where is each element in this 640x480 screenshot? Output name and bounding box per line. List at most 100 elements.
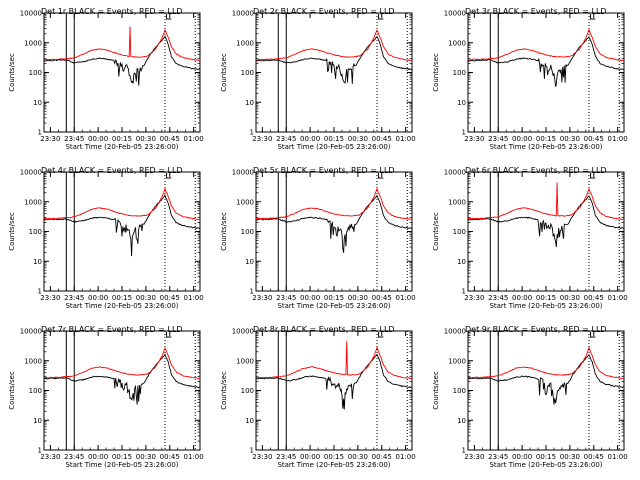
y-axis-label: Counts/sec (8, 371, 16, 410)
x-tick-label: 23:30 (40, 135, 60, 143)
x-tick-label: 00:30 (136, 294, 156, 302)
y-tick-label: 10000 (232, 328, 254, 336)
x-tick-label: 00:45 (372, 135, 392, 143)
x-tick-label: 00:00 (300, 294, 320, 302)
panel-det-2: Det 2r BLACK = Events, RED = LLD 1 10 100 10… (220, 7, 416, 151)
y-tick-label: 10000 (444, 169, 466, 177)
x-tick-label: 01:00 (608, 135, 628, 143)
y-tick-label: 10 (245, 99, 254, 107)
x-tick-label: 23:45 (276, 294, 296, 302)
lld-series-line (43, 346, 201, 380)
y-tick-label: 10 (33, 258, 42, 266)
y-tick-label: 100 (241, 228, 254, 236)
panel-det-9: Det 9r BLACK = Events, RED = LLD 1 10 100 10… (432, 325, 628, 469)
y-tick-label: 1 (250, 129, 254, 137)
plot-frame (43, 330, 201, 451)
events-series-line (255, 35, 413, 84)
panel-title: Det 3r BLACK = Events, RED = LLD (465, 7, 607, 16)
plot-frame (255, 12, 413, 133)
y-tick-label: 10 (457, 258, 466, 266)
bracket-marker (166, 332, 172, 338)
lld-series-line (255, 29, 413, 62)
events-series-line (43, 352, 201, 405)
y-axis-label: Counts/sec (8, 212, 16, 251)
x-tick-label: 01:00 (396, 453, 416, 461)
y-axis-label: Counts/sec (432, 371, 440, 410)
y-tick-label: 100 (241, 69, 254, 77)
y-tick-label: 100 (29, 228, 42, 236)
y-axis-label: Counts/sec (432, 53, 440, 92)
x-tick-label: 23:45 (64, 135, 84, 143)
y-tick-label: 1 (462, 447, 466, 455)
panel-title: Det 4r BLACK = Events, RED = LLD (41, 166, 183, 175)
y-tick-label: 1 (462, 288, 466, 296)
y-tick-label: 1 (462, 129, 466, 137)
y-axis-label: Counts/sec (432, 212, 440, 251)
x-tick-label: 00:30 (560, 453, 580, 461)
y-tick-label: 10000 (444, 10, 466, 18)
panel-title: Det 1r BLACK = Events, RED = LLD (41, 7, 183, 16)
lld-series-line (467, 182, 625, 220)
y-axis-label: Counts/sec (220, 371, 228, 410)
y-tick-label: 1000 (448, 357, 466, 365)
y-tick-label: 10000 (232, 169, 254, 177)
x-tick-label: 00:30 (348, 453, 368, 461)
y-tick-label: 1 (250, 288, 254, 296)
x-tick-label: 00:45 (160, 294, 180, 302)
x-tick-label: 00:45 (584, 294, 604, 302)
lld-series-line (467, 28, 625, 62)
y-axis-label: Counts/sec (220, 53, 228, 92)
x-tick-label: 23:30 (252, 135, 272, 143)
events-series-line (255, 194, 413, 253)
y-tick-label: 10000 (232, 10, 254, 18)
y-tick-label: 1 (38, 288, 42, 296)
x-tick-label: 00:00 (88, 453, 108, 461)
y-tick-label: 100 (453, 69, 466, 77)
y-tick-label: 10 (457, 417, 466, 425)
x-tick-label: 23:30 (464, 453, 484, 461)
panel-det-4: Det 4r BLACK = Events, RED = LLD 1 10 100 10… (8, 166, 204, 310)
x-tick-label: 23:45 (64, 453, 84, 461)
x-tick-label: 00:15 (112, 294, 132, 302)
x-tick-label: 23:30 (40, 453, 60, 461)
x-tick-label: 00:45 (372, 453, 392, 461)
x-tick-label: 00:30 (348, 135, 368, 143)
panel-det-1: Det 1r BLACK = Events, RED = LLD 1 10 100 10… (8, 7, 204, 151)
x-tick-label: 00:30 (348, 294, 368, 302)
x-tick-label: 01:00 (184, 294, 204, 302)
x-tick-label: 23:30 (252, 294, 272, 302)
x-tick-label: 01:00 (184, 135, 204, 143)
x-axis-label: Start Time (20-Feb-05 23:26:00) (489, 143, 602, 151)
x-axis-label: Start Time (20-Feb-05 23:26:00) (65, 302, 178, 310)
x-tick-label: 01:00 (608, 453, 628, 461)
y-tick-label: 1 (250, 447, 254, 455)
x-tick-label: 01:00 (396, 294, 416, 302)
lld-series-line (467, 346, 624, 380)
x-tick-label: 00:15 (112, 453, 132, 461)
x-axis-label: Start Time (20-Feb-05 23:26:00) (277, 302, 390, 310)
bracket-marker (590, 14, 596, 20)
y-tick-label: 100 (29, 69, 42, 77)
x-tick-label: 00:00 (88, 135, 108, 143)
x-axis-label: Start Time (20-Feb-05 23:26:00) (65, 461, 178, 469)
bracket-marker (590, 173, 596, 179)
x-tick-label: 00:15 (536, 135, 556, 143)
lld-series-line (43, 26, 201, 62)
events-series-line (467, 353, 625, 405)
events-series-line (43, 35, 201, 86)
x-tick-label: 23:45 (276, 135, 296, 143)
y-tick-label: 100 (29, 387, 42, 395)
y-tick-label: 10000 (20, 169, 42, 177)
y-tick-label: 1000 (236, 39, 254, 47)
x-tick-label: 00:00 (300, 453, 320, 461)
panel-title: Det 2r BLACK = Events, RED = LLD (253, 7, 395, 16)
y-tick-label: 1000 (236, 357, 254, 365)
panel-title: Det 5r BLACK = Events, RED = LLD (253, 166, 395, 175)
panel-title: Det 9r BLACK = Events, RED = LLD (465, 325, 607, 334)
panel-title: Det 8r BLACK = Events, RED = LLD (253, 325, 395, 334)
y-axis-label: Counts/sec (8, 53, 16, 92)
x-tick-label: 00:30 (560, 294, 580, 302)
x-tick-label: 00:00 (512, 135, 532, 143)
x-tick-label: 23:30 (464, 294, 484, 302)
